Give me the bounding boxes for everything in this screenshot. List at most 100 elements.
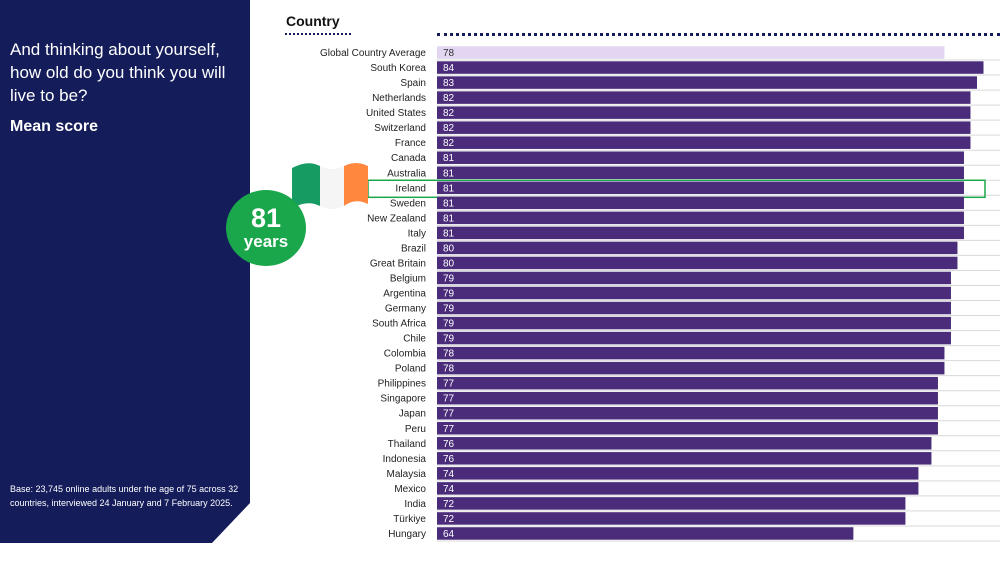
country-label: Switzerland <box>374 123 426 134</box>
country-bar <box>437 136 971 149</box>
value-label: 82 <box>443 123 455 134</box>
country-bar <box>437 346 945 360</box>
left-panel: And thinking about yourself, how old do … <box>0 0 250 543</box>
value-label: 77 <box>443 379 455 390</box>
country-label: Colombia <box>384 349 427 360</box>
mean-score-label: Mean score <box>10 118 99 135</box>
country-bar <box>437 316 951 330</box>
value-label: 82 <box>443 108 455 119</box>
value-label: 81 <box>443 198 455 209</box>
country-label: Great Britain <box>370 258 426 269</box>
base-note: Base: 23,745 online adults under the age… <box>10 484 239 508</box>
country-label: South Africa <box>372 319 426 330</box>
country-label: India <box>404 499 426 510</box>
country-bar <box>437 361 945 375</box>
country-label: Türkiye <box>393 514 426 525</box>
country-label: South Korea <box>370 63 426 74</box>
country-bar <box>437 121 971 134</box>
country-label: Italy <box>408 228 426 239</box>
ireland-flag-icon <box>292 163 368 209</box>
country-label: France <box>395 138 427 149</box>
country-bar <box>437 391 938 405</box>
country-bar <box>437 211 964 225</box>
country-label: Poland <box>395 364 426 375</box>
country-bar <box>437 166 964 180</box>
country-label: Spain <box>400 78 426 89</box>
value-label: 74 <box>443 469 455 480</box>
value-label: 81 <box>443 183 455 194</box>
value-label: 74 <box>443 484 455 495</box>
country-label: Argentina <box>383 288 426 299</box>
country-label: Hungary <box>388 529 426 540</box>
value-label: 64 <box>443 529 455 540</box>
value-label: 80 <box>443 243 455 254</box>
value-label: 77 <box>443 424 455 435</box>
country-bar <box>437 226 964 240</box>
value-label: 83 <box>443 78 455 89</box>
value-label: 81 <box>443 153 455 164</box>
value-label: 77 <box>443 409 455 420</box>
country-label: Belgium <box>390 273 426 284</box>
country-label: Canada <box>391 153 426 164</box>
value-label: 79 <box>443 288 455 299</box>
value-label: 81 <box>443 168 455 179</box>
country-bar <box>437 452 932 465</box>
value-label: 79 <box>443 319 455 330</box>
country-label: Brazil <box>401 243 426 254</box>
value-label: 82 <box>443 138 455 149</box>
country-bar <box>437 512 906 525</box>
country-label: Indonesia <box>383 454 427 465</box>
country-label: Sweden <box>390 198 426 209</box>
country-label: Singapore <box>380 394 426 405</box>
country-label: Peru <box>405 424 426 435</box>
value-label: 72 <box>443 499 455 510</box>
value-label: 78 <box>443 364 455 375</box>
country-bar <box>437 286 951 300</box>
country-bar <box>437 437 932 450</box>
country-label: Chile <box>403 334 426 345</box>
country-label: Japan <box>399 409 426 420</box>
country-label: Global Country Average <box>320 48 426 59</box>
country-label: Malaysia <box>387 469 427 480</box>
column-header: Country <box>286 13 340 29</box>
country-bar <box>437 271 951 285</box>
country-bar <box>437 106 971 119</box>
country-bar <box>437 527 854 540</box>
value-label: 79 <box>443 334 455 345</box>
country-bar <box>437 406 938 420</box>
country-bar <box>437 181 964 195</box>
country-label: Netherlands <box>372 93 426 104</box>
value-label: 77 <box>443 394 455 405</box>
value-label: 81 <box>443 228 455 239</box>
country-label: Thailand <box>388 439 426 450</box>
country-bar <box>437 256 958 270</box>
value-label: 79 <box>443 273 455 284</box>
badge-unit: years <box>243 231 289 251</box>
country-label: Philippines <box>378 379 426 390</box>
header-underline <box>285 33 351 35</box>
country-label: Australia <box>387 168 426 179</box>
value-label: 81 <box>443 213 455 224</box>
country-bar <box>437 151 964 164</box>
country-label: United States <box>366 108 426 119</box>
value-label: 72 <box>443 514 455 525</box>
country-bar <box>437 422 938 435</box>
ireland-score-badge: 81 years <box>226 190 306 266</box>
country-bar <box>437 331 951 345</box>
value-label: 78 <box>443 48 455 59</box>
country-bar <box>437 482 919 495</box>
badge-value: 81 <box>250 202 282 233</box>
country-bar <box>437 196 964 210</box>
value-label: 82 <box>443 93 455 104</box>
country-bar <box>437 301 951 315</box>
value-label: 76 <box>443 454 455 465</box>
value-label: 78 <box>443 349 455 360</box>
header-dotted-rule <box>437 33 1000 36</box>
country-label: Mexico <box>394 484 426 495</box>
country-bar <box>437 91 971 104</box>
value-label: 76 <box>443 439 455 450</box>
value-label: 80 <box>443 258 455 269</box>
value-label: 84 <box>443 63 455 74</box>
average-bar <box>437 46 945 59</box>
